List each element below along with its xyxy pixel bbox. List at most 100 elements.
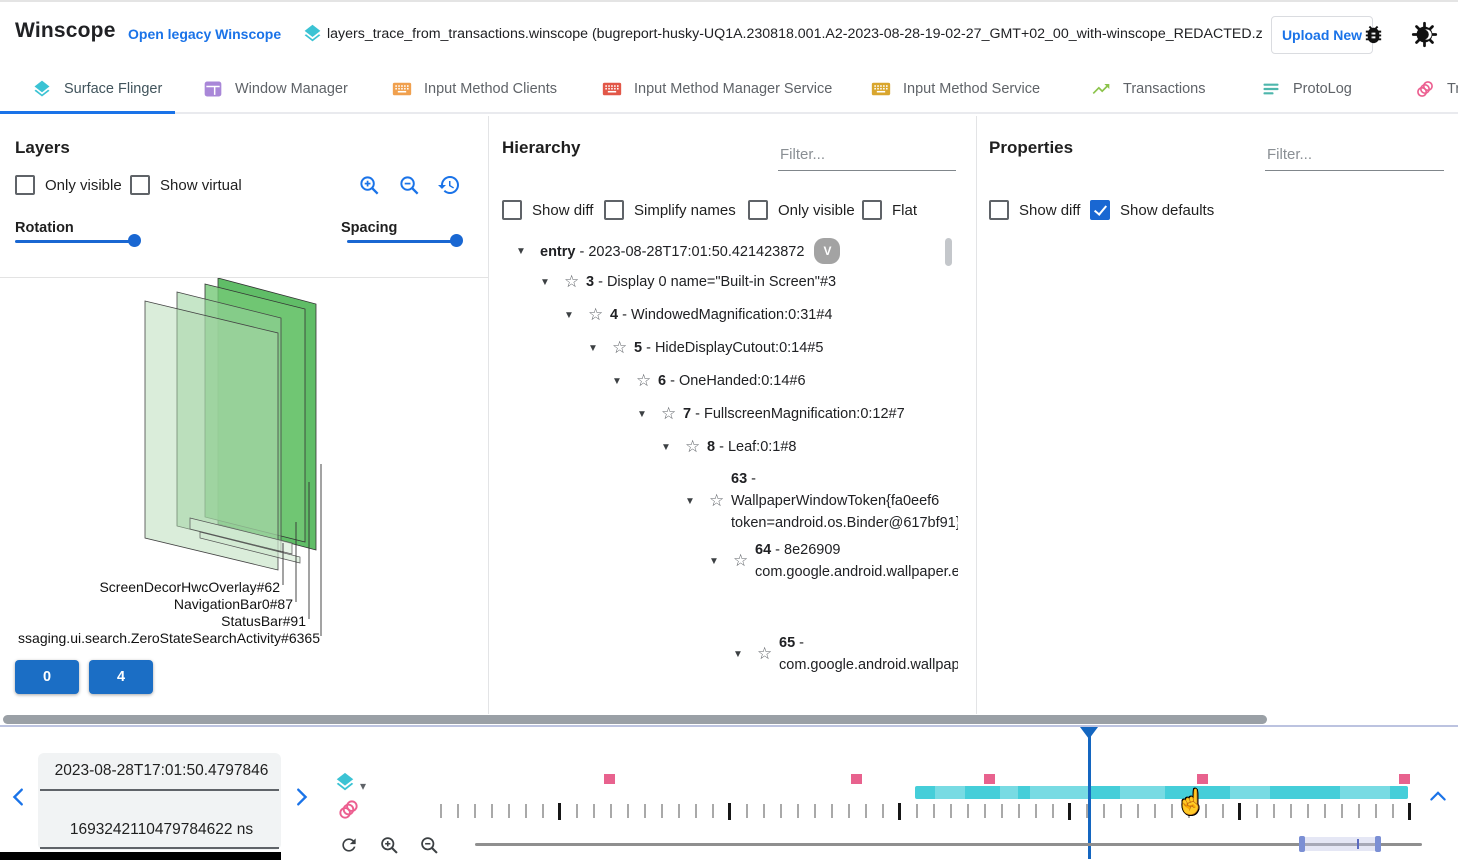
- display-index-button[interactable]: 0: [15, 660, 79, 694]
- checkbox-box[interactable]: [130, 175, 150, 195]
- layer-quad[interactable]: [144, 300, 279, 571]
- hierarchy-checkbox-simplify-names[interactable]: Simplify names: [604, 200, 736, 220]
- pin-star-icon[interactable]: ☆: [636, 371, 652, 390]
- collapse-arrow-icon[interactable]: ▼: [661, 441, 671, 453]
- pin-star-icon[interactable]: ☆: [588, 305, 604, 324]
- dark-mode-toggle-icon[interactable]: [1411, 21, 1438, 48]
- next-entry-chevron-icon[interactable]: [290, 786, 312, 808]
- tree-node-6[interactable]: ▼ ☆ 6 - OneHanded:0:14#6: [612, 370, 806, 392]
- checkbox-box[interactable]: [989, 200, 1009, 220]
- timeline-zoom-in-icon[interactable]: [379, 835, 400, 856]
- layers-checkbox-show-virtual[interactable]: Show virtual: [130, 175, 242, 195]
- timestamp-ns-input[interactable]: 1693242110479784622 ns: [69, 821, 254, 838]
- collapse-arrow-icon[interactable]: ▼: [733, 648, 743, 660]
- ruler-tick: [1086, 804, 1088, 818]
- transitions-trace-icon[interactable]: [337, 798, 360, 821]
- checkbox-box[interactable]: [862, 200, 882, 220]
- tab-input-method-clients[interactable]: Input Method Clients: [392, 66, 557, 112]
- checkbox-box[interactable]: [502, 200, 522, 220]
- upload-new-button[interactable]: Upload New: [1271, 16, 1373, 54]
- pin-star-icon[interactable]: ☆: [564, 272, 580, 291]
- pin-star-icon[interactable]: ☆: [661, 404, 677, 423]
- collapse-arrow-icon[interactable]: ▼: [564, 309, 574, 321]
- rotation-slider-track[interactable]: [15, 240, 140, 243]
- hierarchy-filter-input[interactable]: [778, 144, 956, 171]
- bug-report-icon[interactable]: [1362, 23, 1385, 46]
- pin-star-icon[interactable]: ☆: [709, 491, 725, 510]
- transition-marker[interactable]: [1399, 774, 1410, 784]
- timeline-cursor-line[interactable]: [1088, 727, 1091, 859]
- keyboard-icon: [602, 79, 622, 99]
- transition-marker[interactable]: [851, 774, 862, 784]
- hierarchy-checkbox-show-diff[interactable]: Show diff: [502, 200, 593, 220]
- display-index-button[interactable]: 4: [89, 660, 153, 694]
- spacing-slider-thumb[interactable]: [450, 234, 463, 247]
- layers-3d-canvas[interactable]: [0, 278, 488, 658]
- trace-caret-down-icon[interactable]: ▾: [360, 779, 367, 793]
- collapse-arrow-icon[interactable]: ▼: [612, 375, 622, 387]
- checkbox-box[interactable]: [15, 175, 35, 195]
- tab-surface-flinger[interactable]: Surface Flinger: [32, 66, 162, 112]
- layer-strip[interactable]: [199, 531, 301, 564]
- zoom-slider-track[interactable]: [475, 843, 1422, 846]
- collapse-arrow-icon[interactable]: ▼: [685, 495, 695, 507]
- checkbox-box[interactable]: [748, 200, 768, 220]
- tab-protolog[interactable]: ProtoLog: [1261, 66, 1352, 112]
- zoom-out-icon[interactable]: [398, 174, 421, 197]
- tab-window-manager[interactable]: Window Manager: [203, 66, 348, 112]
- collapse-timeline-chevron-icon[interactable]: [1428, 787, 1448, 807]
- tab-tra[interactable]: Tra: [1415, 66, 1458, 112]
- ruler-tick: [576, 804, 578, 818]
- collapse-arrow-icon[interactable]: ▼: [588, 342, 598, 354]
- transition-marker[interactable]: [604, 774, 615, 784]
- spacing-slider-track[interactable]: [347, 240, 462, 243]
- tree-node-4[interactable]: ▼ ☆ 4 - WindowedMagnification:0:31#4: [564, 304, 832, 326]
- pin-star-icon[interactable]: ☆: [612, 338, 628, 357]
- tree-node-7[interactable]: ▼ ☆ 7 - FullscreenMagnification:0:12#7: [637, 403, 905, 425]
- checkbox-box[interactable]: [604, 200, 624, 220]
- properties-filter-input[interactable]: [1265, 144, 1444, 171]
- tree-node-64[interactable]: ▼ ☆ 64 - 8e26909 com.google.android.wallpa…: [709, 539, 958, 583]
- hierarchy-scrollbar[interactable]: [945, 238, 952, 266]
- tree-node-65[interactable]: ▼ ☆ 65 - com.google.android.wallpaper.effe…: [733, 632, 958, 676]
- tree-node-3[interactable]: ▼ ☆ 3 - Display 0 name="Built-in Screen"#3: [540, 271, 836, 293]
- refresh-icon[interactable]: [339, 835, 359, 855]
- transition-marker[interactable]: [984, 774, 995, 784]
- sf-trace-toggle-icon[interactable]: [334, 771, 356, 793]
- hierarchy-checkbox-flat[interactable]: Flat: [862, 200, 917, 220]
- layers-checkbox-only-visible[interactable]: Only visible: [15, 175, 122, 195]
- zoom-slider-handle[interactable]: [1375, 836, 1381, 852]
- tab-input-method-service[interactable]: Input Method Service: [871, 66, 1040, 112]
- checkbox-box[interactable]: [1090, 200, 1110, 220]
- open-legacy-link[interactable]: Open legacy Winscope: [128, 26, 282, 42]
- zoom-slider-selection[interactable]: [1302, 837, 1378, 851]
- tree-node-8[interactable]: ▼ ☆ 8 - Leaf:0:1#8: [661, 436, 797, 458]
- collapse-arrow-icon[interactable]: ▼: [637, 408, 647, 420]
- layer-strip[interactable]: [189, 517, 293, 555]
- ruler-tick: [797, 804, 799, 818]
- main-horizontal-scrollbar[interactable]: [3, 715, 1267, 724]
- prev-entry-chevron-icon[interactable]: [8, 786, 30, 808]
- transition-marker[interactable]: [1197, 774, 1208, 784]
- pin-star-icon[interactable]: ☆: [733, 551, 749, 570]
- tab-transactions[interactable]: Transactions: [1091, 66, 1205, 112]
- collapse-arrow-icon[interactable]: ▼: [516, 245, 526, 257]
- collapse-arrow-icon[interactable]: ▼: [709, 555, 719, 567]
- trace-coverage-bar[interactable]: [915, 786, 1408, 799]
- tab-input-method-manager-service[interactable]: Input Method Manager Service: [602, 66, 832, 112]
- timestamp-human-input[interactable]: 2023-08-28T17:01:50.4797846: [54, 762, 269, 779]
- rotation-slider-thumb[interactable]: [128, 234, 141, 247]
- tree-node-entry[interactable]: ▼ entry - 2023-08-28T17:01:50.421423872 V: [516, 238, 841, 264]
- tree-node-63[interactable]: ▼ ☆ 63 - WallpaperWindowToken{fa0eef6 toke…: [685, 468, 958, 534]
- properties-checkbox-show-diff[interactable]: Show diff: [989, 200, 1080, 220]
- reset-view-icon[interactable]: [437, 173, 461, 197]
- collapse-arrow-icon[interactable]: ▼: [540, 276, 550, 288]
- pin-star-icon[interactable]: ☆: [685, 437, 701, 456]
- properties-checkbox-show-defaults[interactable]: Show defaults: [1090, 200, 1214, 220]
- hierarchy-checkbox-only-visible[interactable]: Only visible: [748, 200, 855, 220]
- zoom-in-icon[interactable]: [358, 174, 381, 197]
- pin-star-icon[interactable]: ☆: [757, 644, 773, 663]
- tree-node-5[interactable]: ▼ ☆ 5 - HideDisplayCutout:0:14#5: [588, 337, 823, 359]
- zoom-slider-handle[interactable]: [1299, 836, 1305, 852]
- timeline-zoom-out-icon[interactable]: [419, 835, 440, 856]
